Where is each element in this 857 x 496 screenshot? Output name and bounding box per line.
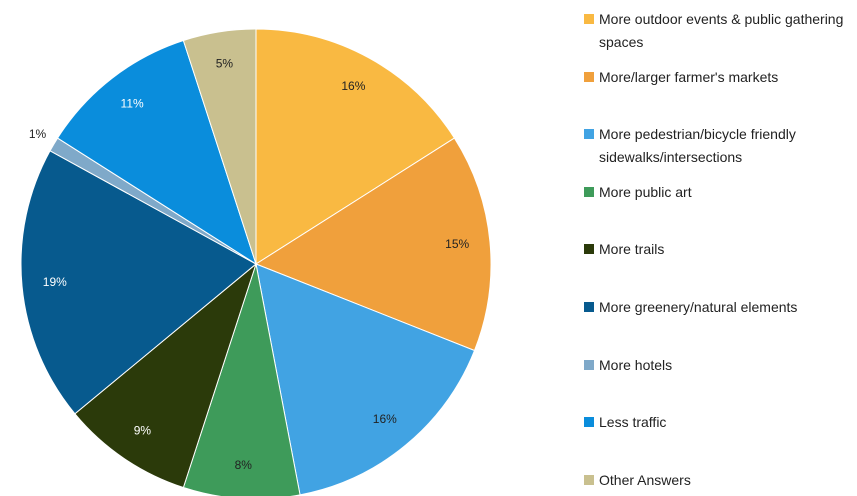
legend-swatch bbox=[584, 186, 594, 197]
legend-item: Other Answers bbox=[584, 469, 846, 492]
pie-slice bbox=[255, 263, 476, 496]
pie-slice bbox=[255, 28, 456, 265]
legend-swatch bbox=[584, 302, 594, 312]
data-label: 5% bbox=[216, 57, 234, 71]
legend-item: More/larger farmer's markets bbox=[584, 66, 846, 89]
data-label: 19% bbox=[43, 275, 67, 289]
legend-swatch bbox=[584, 129, 594, 140]
pie-slice bbox=[182, 28, 257, 265]
legend-label: Other Answers bbox=[599, 471, 691, 488]
legend-swatch bbox=[584, 71, 594, 82]
legend-label: More hotels bbox=[599, 356, 673, 373]
legend-swatch bbox=[584, 244, 594, 255]
legend-label: More greenery/natural elements bbox=[599, 299, 798, 315]
legend-swatch bbox=[584, 14, 594, 24]
legend-label: More public art bbox=[599, 183, 692, 200]
pie-slice bbox=[182, 263, 301, 496]
legend-item: Less traffic bbox=[584, 411, 846, 434]
legend-label: More/larger farmer's markets bbox=[599, 68, 779, 85]
data-label: 16% bbox=[373, 412, 397, 426]
legend-swatch bbox=[584, 474, 594, 485]
legend-swatch bbox=[584, 417, 594, 428]
legend-item: More outdoor events & public gathering s… bbox=[584, 8, 846, 54]
pie-slice bbox=[20, 150, 257, 415]
pie-slice bbox=[56, 39, 257, 266]
legend-item: More pedestrian/bicycle friendly sidewal… bbox=[584, 123, 846, 169]
data-label: 1% bbox=[29, 127, 47, 141]
pie-slice bbox=[254, 137, 492, 352]
legend-label: More pedestrian/bicycle friendly sidewal… bbox=[599, 126, 796, 166]
legend-item: More hotels bbox=[584, 354, 846, 377]
legend-item: More public art bbox=[584, 181, 846, 204]
data-label: 9% bbox=[134, 423, 152, 437]
pie-slice bbox=[74, 262, 258, 489]
legend-label: More outdoor events & public gathering s… bbox=[599, 11, 844, 50]
data-label: 15% bbox=[445, 237, 469, 251]
legend-swatch bbox=[584, 359, 594, 370]
data-label: 16% bbox=[341, 79, 365, 93]
legend-item: More trails bbox=[584, 238, 846, 261]
legend-label: More trails bbox=[599, 241, 665, 258]
pie-chart: 16% 15% 16% 8% 9% 19% 1% 11% 5% bbox=[20, 28, 492, 496]
legend-item: More greenery/natural elements bbox=[584, 296, 846, 319]
data-label: 8% bbox=[235, 458, 253, 472]
data-label: 11% bbox=[121, 96, 144, 110]
legend-label: Less traffic bbox=[599, 414, 667, 431]
